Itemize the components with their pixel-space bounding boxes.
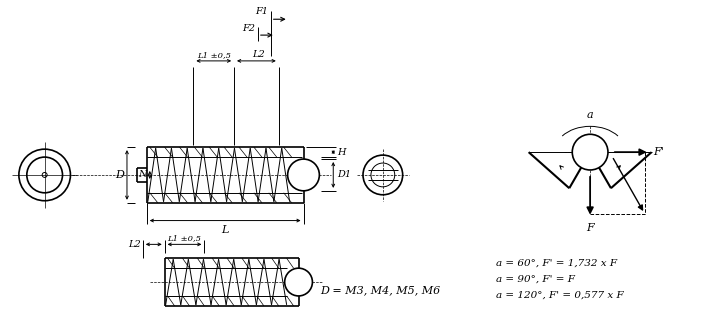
Circle shape (288, 159, 319, 191)
Circle shape (285, 268, 313, 296)
Text: a = 120°, F' = 0,577 x F: a = 120°, F' = 0,577 x F (496, 290, 624, 299)
Text: F2: F2 (242, 24, 255, 33)
Text: F': F' (654, 147, 664, 157)
Text: L: L (222, 224, 229, 235)
Text: D1: D1 (337, 170, 351, 179)
Text: F1: F1 (254, 7, 268, 16)
Text: L2: L2 (252, 50, 265, 59)
Circle shape (572, 134, 608, 170)
Text: L2: L2 (128, 240, 141, 249)
Text: L1 ±0,5: L1 ±0,5 (197, 51, 230, 59)
Text: F: F (586, 222, 594, 233)
Text: L1 ±0,5: L1 ±0,5 (167, 235, 201, 242)
Text: H: H (337, 148, 346, 157)
Text: N: N (138, 170, 147, 179)
Text: a: a (587, 111, 593, 120)
Text: a = 90°, F' = F: a = 90°, F' = F (496, 275, 575, 284)
Text: a = 60°, F' = 1,732 x F: a = 60°, F' = 1,732 x F (496, 259, 617, 268)
Text: D: D (115, 170, 124, 180)
Text: D = M3, M4, M5, M6: D = M3, M4, M5, M6 (321, 285, 441, 295)
